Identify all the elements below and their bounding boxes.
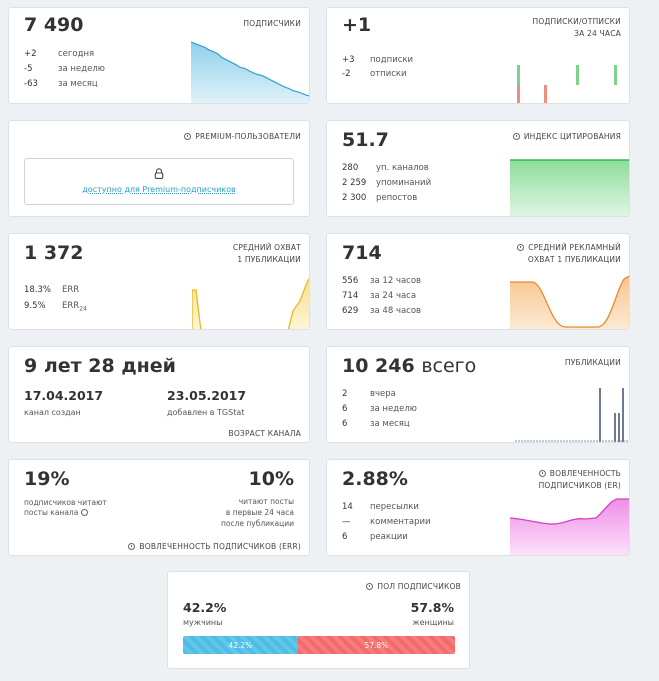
added-label: добавлен в TGStat bbox=[167, 408, 245, 417]
question-icon[interactable] bbox=[184, 133, 192, 140]
err-left-desc: подписчиков читают посты канала bbox=[24, 498, 107, 517]
created-label: канал создан bbox=[24, 408, 81, 417]
ad-reach-card[interactable]: 714 СРЕДНИЙ РЕКЛАМНЫЙ ОХВАТ 1 ПУБЛИКАЦИИ … bbox=[326, 233, 630, 330]
male-value: 42.2% bbox=[183, 600, 227, 615]
reach-header: СРЕДНИЙ ОХВАТ 1 ПУБЛИКАЦИИ bbox=[232, 243, 301, 264]
err-right-desc: читают посты в первые 24 часа после публик… bbox=[220, 497, 294, 528]
question-icon[interactable] bbox=[128, 543, 136, 550]
subscriptions-bar bbox=[614, 65, 617, 85]
gender-card[interactable]: ПОЛ ПОДПИСЧИКОВ 42.2% мужчины 57.8% женщ… bbox=[167, 571, 470, 669]
ad-reach-header: СРЕДНИЙ РЕКЛАМНЫЙ ОХВАТ 1 ПУБЛИКАЦИИ bbox=[517, 242, 621, 266]
question-icon[interactable] bbox=[80, 509, 88, 516]
unsubscriptions-bar bbox=[544, 85, 547, 103]
citation-index-card[interactable]: 51.7 ИНДЕКС ЦИТИРОВАНИЯ 280 уп. каналов 2… bbox=[326, 120, 630, 217]
subscribers-card[interactable]: 7 490 ПОДПИСЧИКИ +2 сегодня -5 за неделю -… bbox=[8, 7, 310, 104]
err-row: 18.3% ERR bbox=[24, 285, 80, 295]
err-left-value: 19% bbox=[24, 468, 70, 490]
unsubscriptions-bar bbox=[517, 85, 520, 103]
subscribers-header: ПОДПИСЧИКИ bbox=[243, 19, 301, 28]
gender-bar-male: 42.2% bbox=[183, 636, 298, 654]
question-icon[interactable] bbox=[512, 133, 520, 140]
er-value: 2.88% bbox=[342, 468, 408, 490]
ad-reach-chart bbox=[510, 275, 629, 329]
added-date: 23.05.2017 bbox=[167, 388, 247, 403]
er-forwards-row: 14 пересылки bbox=[342, 502, 419, 512]
premium-link[interactable]: доступно для Premium-подписчиков bbox=[82, 185, 236, 194]
posts-week-row: 6 за неделю bbox=[342, 404, 417, 414]
subscribers-week-row: -5 за неделю bbox=[24, 64, 105, 74]
subscribers-sparkline-area bbox=[191, 42, 309, 103]
err-footer: ВОВЛЕЧЕННОСТЬ ПОДПИСЧИКОВ (ERR) bbox=[128, 541, 301, 553]
subscriptions-bar bbox=[576, 65, 579, 85]
ad-reach-24h-row: 714 за 24 часа bbox=[342, 291, 417, 301]
reach-chart bbox=[192, 277, 309, 329]
citation-index-value: 51.7 bbox=[342, 129, 389, 151]
subscribers-sparkline bbox=[191, 41, 309, 103]
question-icon[interactable] bbox=[517, 244, 525, 251]
publications-total: 10 246 всего bbox=[342, 355, 477, 377]
er-reactions-row: 6 реакции bbox=[342, 532, 408, 542]
er-comments-row: — комментарии bbox=[342, 517, 431, 527]
subs-unsubs-card[interactable]: +1 ПОДПИСКИ/ОТПИСКИ ЗА 24 ЧАСА +3 подписки… bbox=[326, 7, 630, 104]
channel-age-card[interactable]: 9 лет 28 дней 17.04.2017 канал создан 23… bbox=[8, 346, 310, 443]
gender-bar: 42.2% 57.8% bbox=[183, 636, 455, 654]
er-chart bbox=[510, 498, 629, 555]
citation-mentions-row: 2 259 упоминаний bbox=[342, 178, 432, 188]
citation-header: ИНДЕКС ЦИТИРОВАНИЯ bbox=[512, 131, 621, 143]
question-icon[interactable] bbox=[366, 583, 374, 590]
female-value: 57.8% bbox=[410, 600, 454, 615]
citation-reposts-row: 2 300 репостов bbox=[342, 193, 418, 203]
publications-header: ПУБЛИКАЦИИ bbox=[564, 358, 621, 367]
citation-chart bbox=[510, 159, 629, 216]
err-card[interactable]: 19% подписчиков читают посты канала 10% … bbox=[8, 459, 310, 556]
question-icon[interactable] bbox=[538, 470, 546, 477]
lock-icon bbox=[154, 168, 164, 179]
publications-chart bbox=[515, 388, 629, 442]
gender-bar-female: 57.8% bbox=[297, 636, 455, 654]
gender-header: ПОЛ ПОДПИСЧИКОВ bbox=[366, 581, 461, 593]
average-reach-value: 1 372 bbox=[24, 242, 84, 264]
subs-unsubs-bar-chart bbox=[517, 65, 617, 103]
subscriptions-row: +3 подписки bbox=[342, 55, 414, 65]
channel-age-footer: ВОЗРАСТ КАНАЛА bbox=[228, 429, 301, 438]
subscriptions-bar bbox=[517, 65, 520, 85]
male-label: мужчины bbox=[183, 618, 223, 627]
premium-locked-box[interactable]: доступно для Premium-подписчиков bbox=[24, 158, 294, 205]
posts-yesterday-row: 2 вчера bbox=[342, 389, 396, 399]
subs-unsubs-header: ПОДПИСКИ/ОТПИСКИ ЗА 24 ЧАСА bbox=[532, 17, 621, 38]
subs-unsubs-delta: +1 bbox=[342, 14, 372, 36]
publications-card[interactable]: 10 246 всего ПУБЛИКАЦИИ 2 вчера 6 за недел… bbox=[326, 346, 630, 443]
channel-age-value: 9 лет 28 дней bbox=[24, 355, 176, 377]
err-right-value: 10% bbox=[248, 468, 294, 490]
subscribers-month-row: -63 за месяц bbox=[24, 79, 98, 89]
er-card[interactable]: 2.88% ВОВЛЕЧЕННОСТЬ ПОДПИСЧИКОВ (ER) 14 пе… bbox=[326, 459, 630, 556]
premium-header: PREMIUM-ПОЛЬЗОВАТЕЛИ bbox=[184, 131, 301, 143]
citation-channels-row: 280 уп. каналов bbox=[342, 163, 429, 173]
subscribers-count: 7 490 bbox=[24, 14, 84, 36]
female-label: женщины bbox=[412, 618, 454, 627]
premium-users-card[interactable]: PREMIUM-ПОЛЬЗОВАТЕЛИ доступно для Premiu… bbox=[8, 120, 310, 217]
subscribers-sparkline-line bbox=[191, 41, 309, 97]
ad-reach-48h-row: 629 за 48 часов bbox=[342, 306, 422, 316]
average-reach-card[interactable]: 1 372 СРЕДНИЙ ОХВАТ 1 ПУБЛИКАЦИИ 18.3% ERR… bbox=[8, 233, 310, 330]
unsubscriptions-row: -2 отписки bbox=[342, 69, 407, 79]
posts-month-row: 6 за месяц bbox=[342, 419, 410, 429]
er-header: ВОВЛЕЧЕННОСТЬ ПОДПИСЧИКОВ (ER) bbox=[538, 469, 621, 490]
ad-reach-value: 714 bbox=[342, 242, 382, 264]
subscribers-today-row: +2 сегодня bbox=[24, 49, 95, 59]
ad-reach-12h-row: 556 за 12 часов bbox=[342, 276, 422, 286]
created-date: 17.04.2017 bbox=[24, 388, 104, 403]
err24-row: 9.5% ERR24 bbox=[24, 301, 87, 313]
